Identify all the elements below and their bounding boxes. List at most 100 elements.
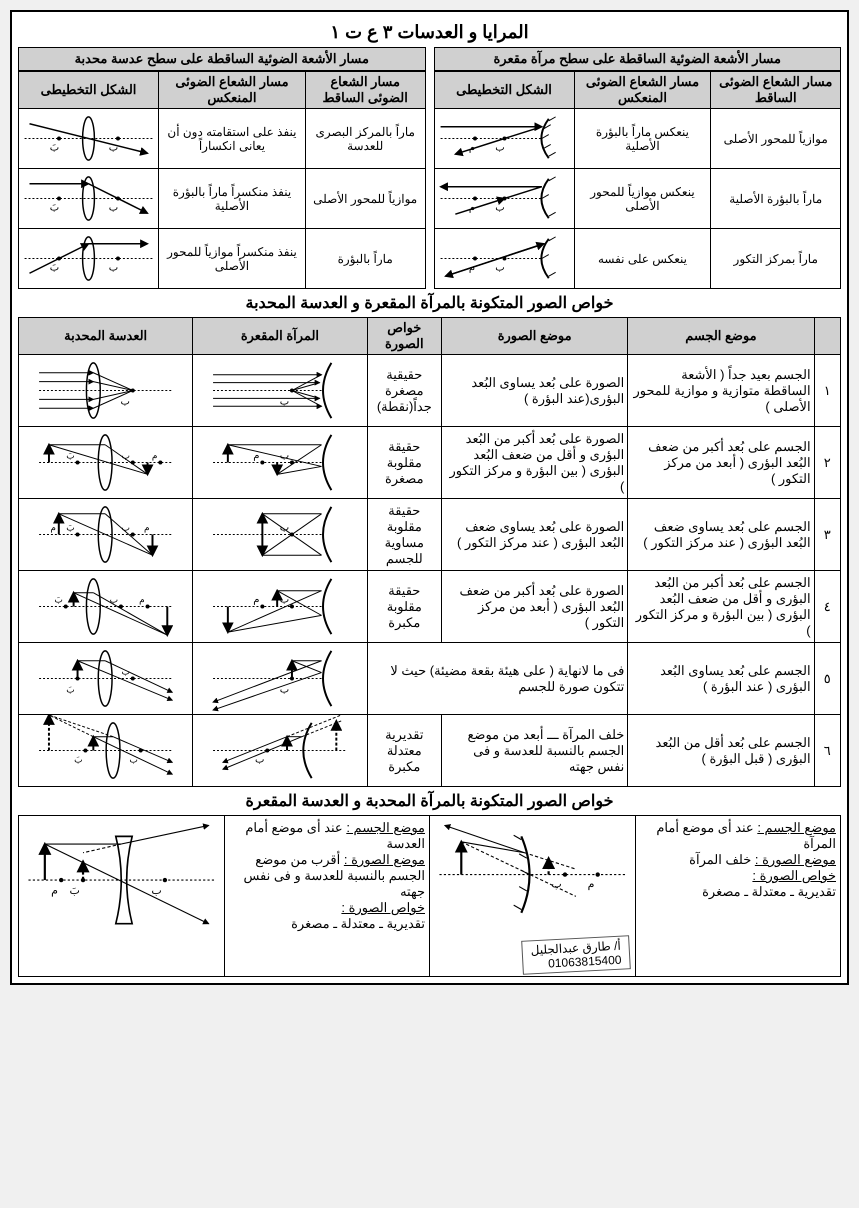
lens-case3-icon: ببَمم — [19, 499, 192, 570]
svg-text:بَ: بَ — [50, 202, 59, 213]
diagram-cell: بم — [434, 229, 574, 289]
obj-pos: الجسم بعيد جداً ( الأشعة الساقطة متوازية… — [628, 355, 814, 427]
svg-text:ب: ب — [109, 262, 118, 273]
main-title: المرايا و العدسات ٣ ع ت ١ — [18, 22, 841, 43]
row-num: ٥ — [814, 643, 840, 715]
props: حقيقية مصغرة جداً(نقطة) — [367, 355, 441, 427]
svg-text:بَ: بَ — [66, 523, 74, 533]
img-pos: فى ما لانهاية ( على هيئة بقعة مضيئة) حيث… — [367, 643, 628, 715]
row-num: ٣ — [814, 499, 840, 571]
value: تقديرية ـ معتدلة ـ مصغرة — [291, 916, 425, 931]
svg-text:ب: ب — [280, 523, 289, 534]
mirror-diagram: ب — [193, 355, 367, 427]
mirror-diagram: بم — [193, 427, 367, 499]
mirror-diagram: ب — [193, 715, 367, 787]
table-row: موازياً للمحور الأصلى ينعكس ماراً بالبؤر… — [434, 109, 841, 169]
reflected-cell: ينعكس ماراً بالبؤرة الأصلية — [574, 109, 711, 169]
table-header-row: موضع الجسم موضع الصورة خواص الصورة المرآ… — [19, 318, 841, 355]
value: خلف المرآة — [689, 852, 755, 867]
concave-lens-icon: بَبم — [23, 820, 219, 940]
diagram-cell: ب بَ — [19, 109, 159, 169]
convex-mirror-info: موضع الجسم : عند أى موضع أمام المرآة موض… — [635, 816, 841, 976]
col-mirror: المرآة المقعرة — [193, 318, 367, 355]
svg-text:بَ: بَ — [50, 142, 59, 153]
table-header-row: مسار الشعاع الضوئى الساقط مسار الشعاع ال… — [434, 72, 841, 109]
svg-text:م: م — [254, 451, 260, 462]
mirror-parallel-icon: بم — [435, 109, 574, 168]
lens-case4-icon: ببَم — [19, 571, 192, 642]
svg-text:ب: ب — [280, 396, 289, 407]
incident-cell: ماراً بمركز التكور — [711, 229, 841, 289]
props: تقديرية معتدلة مكبرة — [367, 715, 441, 787]
lens-table: مسار الشعاع الضوئى الساقط مسار الشعاع ال… — [18, 71, 426, 289]
svg-text:م: م — [139, 595, 145, 606]
lens-table-wrap: مسار الأشعة الضوئية الساقطة على سطح عدسة… — [18, 47, 426, 289]
mirror-case2-icon: بم — [193, 427, 366, 498]
svg-text:ب: ب — [151, 885, 161, 897]
incident-cell: ماراً بالمركز البصرى للعدسة — [305, 109, 425, 169]
mirror-case3-icon: ب — [193, 499, 366, 570]
mirror-case1-icon: ب — [193, 355, 366, 426]
lens-diagram: ب بَ م — [19, 427, 193, 499]
svg-text:بَ: بَ — [66, 451, 74, 461]
label: موضع الصورة : — [755, 852, 836, 867]
svg-text:م: م — [51, 885, 58, 897]
svg-text:م: م — [588, 879, 595, 891]
table-row: ٥ الجسم على بُعد يساوى البُعد البؤرى ( ع… — [19, 643, 841, 715]
row-num: ٢ — [814, 427, 840, 499]
label: خواص الصورة : — [752, 868, 836, 883]
col-pos: موضع الجسم — [628, 318, 814, 355]
obj-pos: الجسم على بُعد يساوى ضعف البُعد البؤرى (… — [628, 499, 814, 571]
ray-path-tables: مسار الأشعة الضوئية الساقطة على سطح مرآة… — [18, 47, 841, 289]
img-pos: الصورة على بُعد يساوى البُعد البؤرى(عند … — [442, 355, 628, 427]
label: موضع الصورة : — [344, 852, 425, 867]
svg-text:ب: ب — [121, 667, 129, 677]
mirror-caption: مسار الأشعة الضوئية الساقطة على سطح مرآة… — [434, 47, 842, 71]
row-num: ٦ — [814, 715, 840, 787]
reflected-cell: ينفذ على استقامته دون أن يعانى انكساراً — [159, 109, 306, 169]
col-img: موضع الصورة — [442, 318, 628, 355]
svg-text:ب: ب — [495, 142, 504, 153]
svg-text:ب: ب — [121, 451, 129, 461]
row-num: ١ — [814, 355, 840, 427]
svg-text:م: م — [254, 595, 260, 606]
img-pos: الصورة على بُعد أكبر من البُعد البؤرى و … — [442, 427, 628, 499]
table-row: ماراً بالبؤرة الأصلية ينعكس موازياً للمح… — [434, 169, 841, 229]
col-reflected: مسار الشعاع الضوئى المنعكس — [159, 72, 306, 109]
lens-center-icon: ب بَ — [19, 109, 158, 168]
lens-parallel-icon: ببَ — [19, 169, 158, 228]
table-row: ٣ الجسم على بُعد يساوى ضعف البُعد البؤرى… — [19, 499, 841, 571]
props: حقيقة مقلوبة مساوية للجسم — [367, 499, 441, 571]
svg-text:ب: ب — [129, 754, 137, 764]
obj-pos: الجسم على بُعد يساوى البُعد البؤرى ( عند… — [628, 643, 814, 715]
convex-mirror-diagram: بم أ/ طارق عبدالجليل 01063815400 — [429, 816, 635, 976]
phone: 01063815400 — [548, 953, 622, 971]
label: خواص الصورة : — [341, 900, 425, 915]
col-incident: مسار الشعاع الضوئى الساقط — [711, 72, 841, 109]
lens-case6-icon: ب بَ — [19, 715, 192, 786]
mirror-table-wrap: مسار الأشعة الضوئية الساقطة على سطح مرآة… — [434, 47, 842, 289]
table-row: ٤ الجسم على بُعد أكبر من البُعد البؤرى و… — [19, 571, 841, 643]
incident-cell: ماراً بالبؤرة الأصلية — [711, 169, 841, 229]
img-pos: خلف المرآة ـــ أبعد من موضع الجسم بالنسب… — [442, 715, 628, 787]
table-row: ٢ الجسم على بُعد أكبر من ضعف البُعد البؤ… — [19, 427, 841, 499]
obj-pos: الجسم على بُعد أقل من البُعد البؤرى ( قب… — [628, 715, 814, 787]
svg-text:بَ: بَ — [74, 754, 82, 764]
diagram-cell: بم — [434, 169, 574, 229]
svg-text:م: م — [152, 451, 157, 462]
incident-cell: موازياً للمحور الأصلى — [711, 109, 841, 169]
row-num: ٤ — [814, 571, 840, 643]
concave-lens-info: موضع الجسم : عند أى موضع أمام العدسة موض… — [224, 816, 430, 976]
svg-text:ب: ب — [109, 142, 118, 153]
col-incident: مسار الشعاع الضوئى الساقط — [305, 72, 425, 109]
lens-diagram: ببَ — [19, 643, 193, 715]
svg-text:م: م — [468, 202, 474, 213]
props: حقيقة مقلوبة مكبرة — [367, 571, 441, 643]
lens-case2-icon: ب بَ م — [19, 427, 192, 498]
svg-text:ب: ب — [255, 754, 264, 765]
svg-text:م: م — [468, 142, 474, 153]
mirror-case6-icon: ب — [193, 715, 366, 786]
reflected-cell: ينفذ منكسراً موازياً للمحور الأصلى — [159, 229, 306, 289]
mirror-diagram: بم — [193, 571, 367, 643]
mirror-case5-icon: ب — [193, 643, 366, 714]
